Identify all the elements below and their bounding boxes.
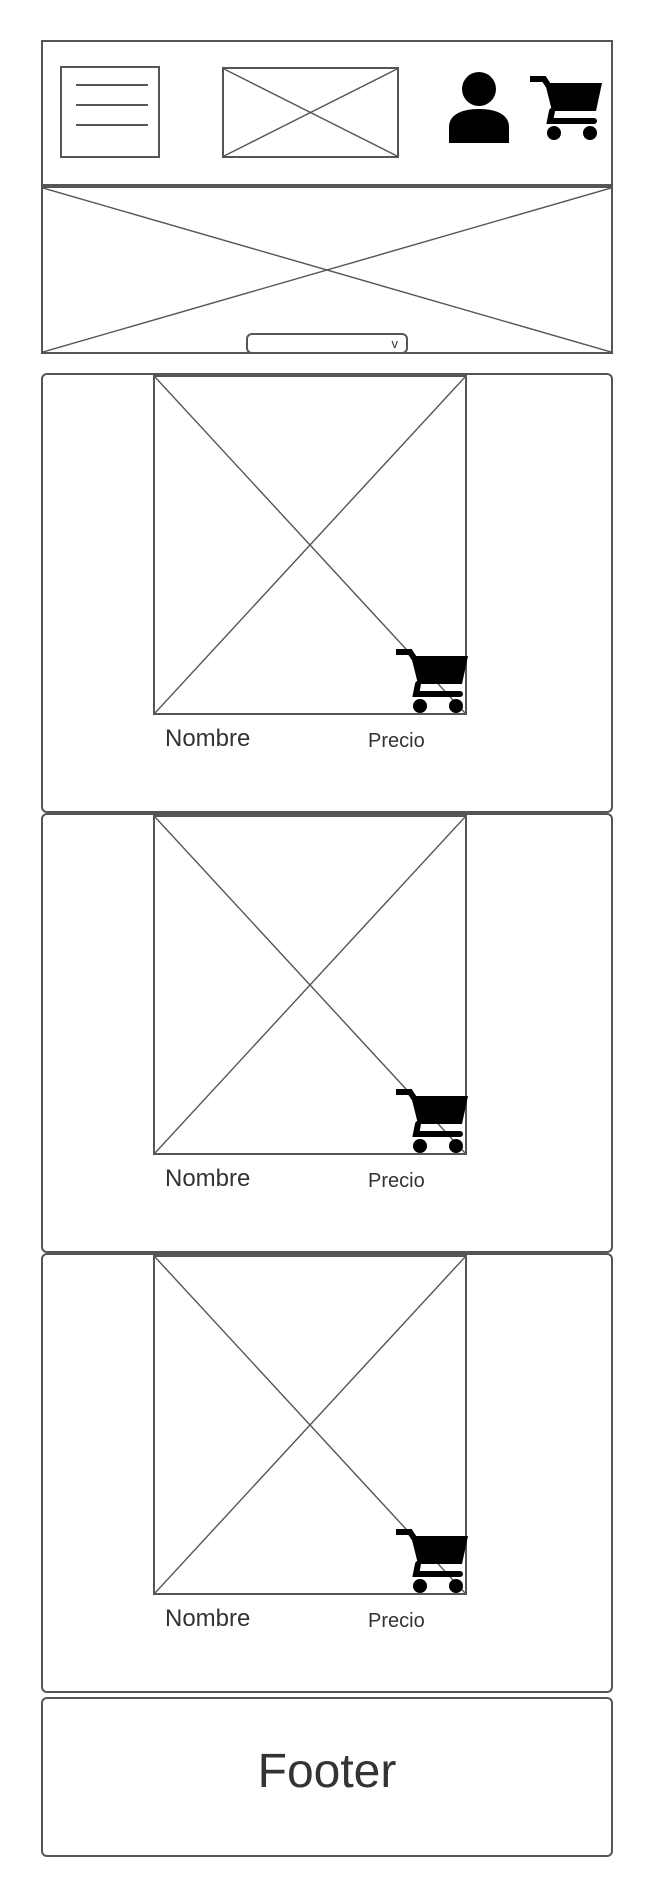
menu-line <box>76 124 148 126</box>
product-name: Nombre <box>165 1605 251 1632</box>
hamburger-menu-icon[interactable] <box>60 66 160 158</box>
product-price: Precio <box>368 730 425 752</box>
placeholder-cross-icon <box>43 188 611 352</box>
product-image-placeholder[interactable] <box>153 1255 467 1595</box>
add-to-cart-icon[interactable] <box>396 1528 468 1594</box>
cart-icon[interactable] <box>530 75 602 141</box>
product-name: Nombre <box>165 725 251 752</box>
footer-label: Footer <box>257 1745 397 1798</box>
add-to-cart-icon[interactable] <box>396 1088 468 1154</box>
chevron-down-icon: v <box>391 336 399 351</box>
product-image-placeholder[interactable] <box>153 375 467 715</box>
product-card[interactable]: Nombre Precio <box>41 813 613 1253</box>
banner-dropdown[interactable]: v <box>246 333 408 354</box>
product-name: Nombre <box>165 1165 251 1192</box>
menu-line <box>76 104 148 106</box>
add-to-cart-icon[interactable] <box>396 648 468 714</box>
header <box>41 40 613 186</box>
product-card[interactable]: Nombre Precio <box>41 373 613 813</box>
product-price: Precio <box>368 1170 425 1192</box>
product-card[interactable]: Nombre Precio <box>41 1253 613 1693</box>
logo-placeholder[interactable] <box>222 67 399 158</box>
banner-image-placeholder <box>41 186 613 354</box>
footer: Footer <box>41 1697 613 1857</box>
product-price: Precio <box>368 1610 425 1632</box>
menu-line <box>76 84 148 86</box>
user-icon[interactable] <box>447 71 511 143</box>
placeholder-cross-icon <box>224 69 397 156</box>
